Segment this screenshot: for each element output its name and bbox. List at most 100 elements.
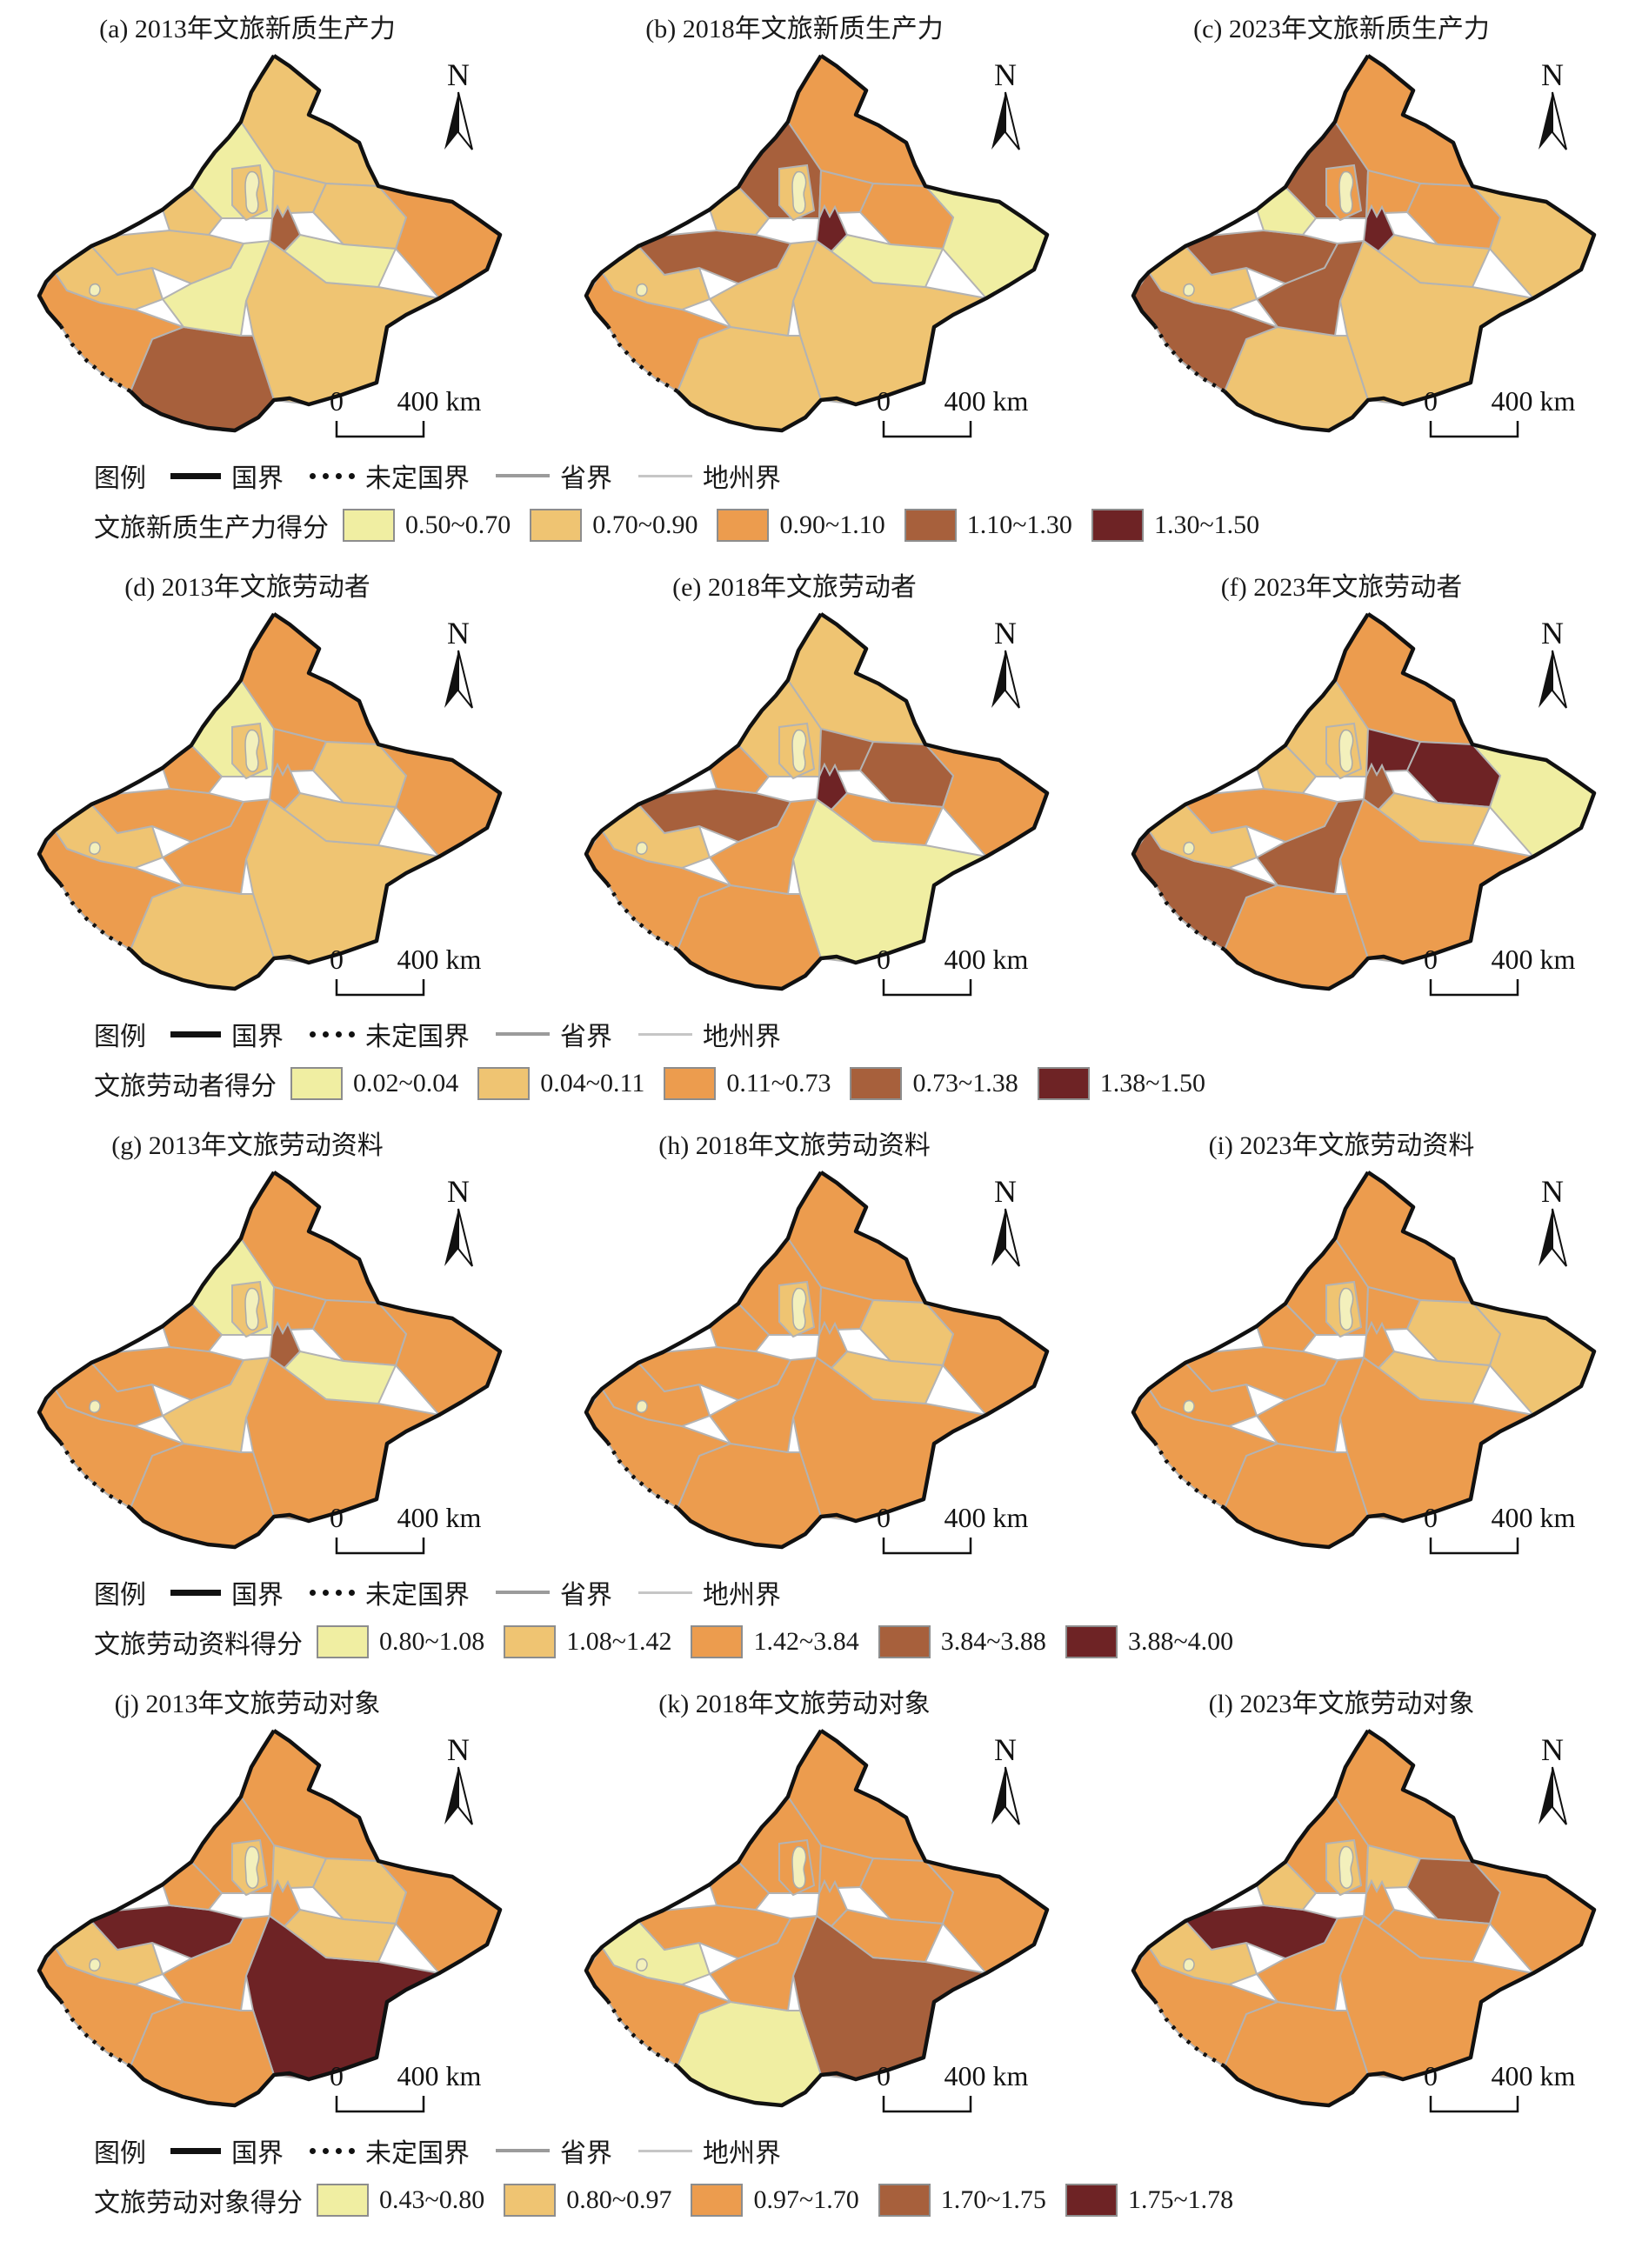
scale-distance-label: 400 km bbox=[944, 1502, 1028, 1533]
small-lake-shape bbox=[635, 1399, 648, 1413]
region-hotan bbox=[1223, 2000, 1369, 2107]
region-urumqi bbox=[268, 1320, 301, 1370]
color-swatch bbox=[317, 2184, 369, 2217]
region-changji-west bbox=[270, 727, 327, 778]
map-panel: (l) 2023年文旅劳动对象 N 0 400 km bbox=[1094, 1675, 1641, 2124]
region-hotan bbox=[676, 884, 822, 991]
scale-zero-label: 0 bbox=[330, 385, 344, 417]
region-urumqi bbox=[1362, 1320, 1395, 1370]
color-swatch bbox=[317, 1625, 369, 1658]
boundary-legend-item-undefined: 未定国界 bbox=[310, 457, 470, 495]
scale-zero-label: 0 bbox=[877, 385, 891, 417]
undefined-border-dashed bbox=[1152, 1441, 1225, 1510]
lake-shape bbox=[1338, 1845, 1353, 1889]
panel-title: (i) 2023年文旅劳动资料 bbox=[1208, 1131, 1475, 1160]
region-changji-west bbox=[1365, 1844, 1421, 1895]
national-border bbox=[37, 54, 276, 328]
boundary-legend-item-undefined: 未定国界 bbox=[310, 1015, 470, 1053]
undefined-border-dashed bbox=[605, 1999, 678, 2068]
north-arrow-right bbox=[457, 91, 473, 150]
boundary-item-label: 国界 bbox=[231, 1581, 284, 1610]
region-hotan bbox=[1223, 884, 1369, 991]
range-label: 3.84~3.88 bbox=[940, 1627, 1046, 1656]
range-label: 1.30~1.50 bbox=[1153, 510, 1260, 539]
small-lake-shape bbox=[1182, 841, 1195, 855]
undefined-line-sample-icon bbox=[310, 2147, 355, 2154]
region-hotan bbox=[676, 1442, 822, 1549]
lake-shape bbox=[244, 1287, 259, 1331]
region-urumqi bbox=[268, 762, 301, 811]
north-arrow-icon: N bbox=[991, 57, 1020, 150]
undefined-border-dashed bbox=[1152, 883, 1225, 951]
national-border bbox=[1131, 1171, 1370, 1444]
north-label: N bbox=[447, 1174, 470, 1209]
province-line-sample-icon bbox=[496, 474, 550, 477]
national-line-sample-icon bbox=[170, 1589, 221, 1596]
range-label: 1.08~1.42 bbox=[566, 1627, 672, 1656]
north-arrow-icon: N bbox=[991, 616, 1020, 709]
range-label: 0.97~1.70 bbox=[753, 2185, 859, 2214]
boundary-legend-item-prefecture: 地州界 bbox=[638, 1015, 781, 1053]
north-arrow-right bbox=[1004, 1766, 1020, 1825]
small-lake-shape bbox=[1182, 1958, 1195, 1971]
score-class-item-2: 0.80~0.97 bbox=[504, 2184, 671, 2217]
scale-distance-label: 400 km bbox=[397, 1502, 481, 1533]
boundary-legend-line: 图例 国界 未定国界 省界 地州界 bbox=[94, 1571, 1642, 1614]
region-changji-west bbox=[818, 727, 874, 778]
scale-zero-label: 0 bbox=[330, 1502, 344, 1533]
region-hotan bbox=[129, 2000, 275, 2107]
north-arrow-icon: N bbox=[1538, 1174, 1567, 1267]
scale-bar-bracket bbox=[335, 2096, 424, 2113]
score-class-item-3: 0.11~0.73 bbox=[664, 1067, 831, 1100]
score-class-item-1: 0.43~0.80 bbox=[317, 2184, 484, 2217]
scale-zero-label: 0 bbox=[1424, 385, 1438, 417]
boundary-legend-item-prefecture: 地州界 bbox=[638, 457, 781, 495]
north-arrow-left bbox=[991, 1209, 1005, 1266]
legend-block: 图例 国界 未定国界 省界 地州界 文旅劳动对象得分 0.43~0.80 0.80~0.97 0… bbox=[0, 2124, 1642, 2233]
undefined-border-dashed bbox=[605, 1441, 678, 1510]
national-border bbox=[1131, 54, 1370, 328]
figure-row-4: (j) 2013年文旅劳动对象 N 0 400 km (k) 2018年文旅劳动对象 N 0… bbox=[0, 1675, 1642, 2233]
range-label: 1.42~3.84 bbox=[753, 1627, 859, 1656]
undefined-border-dashed bbox=[605, 324, 678, 393]
small-lake-shape bbox=[88, 1958, 101, 1971]
legend-title: 图例 bbox=[94, 464, 146, 493]
north-label: N bbox=[447, 1732, 470, 1767]
national-border bbox=[37, 1729, 276, 2003]
undefined-border-dashed bbox=[58, 883, 131, 951]
panel-title: (e) 2018年文旅劳动者 bbox=[672, 573, 917, 602]
small-lake-shape bbox=[88, 283, 101, 297]
north-label: N bbox=[1541, 57, 1564, 92]
map-panel: (c) 2023年文旅新质生产力 N 0 400 km bbox=[1094, 0, 1641, 449]
range-label: 1.38~1.50 bbox=[1099, 1069, 1205, 1097]
north-arrow-right bbox=[1551, 1208, 1567, 1267]
xinjiang-map: N 0 400 km bbox=[37, 54, 502, 438]
boundary-item-label: 省界 bbox=[560, 464, 612, 493]
legend-title: 图例 bbox=[94, 1581, 146, 1610]
xinjiang-map: N 0 400 km bbox=[1131, 54, 1596, 438]
boundary-legend-item-province: 省界 bbox=[496, 2131, 612, 2170]
score-class-item-2: 0.70~0.90 bbox=[530, 509, 698, 542]
national-line-sample-icon bbox=[170, 472, 221, 479]
scale-bar: 0 400 km bbox=[1424, 385, 1575, 438]
national-border bbox=[675, 612, 1049, 991]
north-arrow-icon: N bbox=[1538, 616, 1567, 709]
panel-title: (c) 2023年文旅新质生产力 bbox=[1193, 15, 1490, 43]
map-panel: (f) 2023年文旅劳动者 N 0 400 km bbox=[1094, 558, 1641, 1007]
panel-title: (j) 2013年文旅劳动对象 bbox=[114, 1690, 381, 1718]
color-swatch bbox=[878, 1625, 931, 1658]
scale-distance-label: 400 km bbox=[1491, 944, 1575, 975]
xinjiang-map: N 0 400 km bbox=[37, 1171, 502, 1555]
scale-bar: 0 400 km bbox=[877, 2060, 1028, 2113]
boundary-item-label: 国界 bbox=[231, 464, 284, 493]
north-arrow-right bbox=[1004, 650, 1020, 709]
lake-shape bbox=[791, 1287, 806, 1331]
boundary-legend-item-prefecture: 地州界 bbox=[638, 1573, 781, 1611]
undefined-border-dashed bbox=[58, 324, 131, 393]
color-swatch bbox=[343, 509, 395, 542]
range-label: 0.90~1.10 bbox=[779, 510, 885, 539]
figure-row-3: (g) 2013年文旅劳动资料 N 0 400 km (h) 2018年文旅劳动资料 N 0… bbox=[0, 1117, 1642, 1675]
undefined-line-sample-icon bbox=[310, 1031, 355, 1037]
map-panel: (h) 2018年文旅劳动资料 N 0 400 km bbox=[547, 1117, 1094, 1565]
north-arrow-right bbox=[457, 650, 473, 709]
